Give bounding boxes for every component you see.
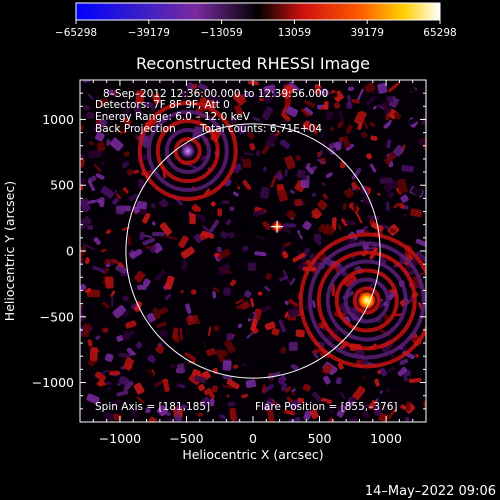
- colorbar-tick-label: 65298: [423, 27, 456, 39]
- y-tick-label: 1000: [42, 112, 74, 127]
- annotation-energy: Energy Range: 6.0 – 12.0 keV: [95, 111, 251, 123]
- colorbar-tick-label: 39179: [350, 27, 383, 39]
- y-tick-label: −1000: [32, 375, 74, 390]
- chart-title: Reconstructed RHESSI Image: [136, 54, 370, 73]
- y-tick-label: 0: [66, 244, 74, 259]
- emission-source: [178, 142, 197, 161]
- x-tick-label: 0: [249, 431, 257, 446]
- annotation-flare-position: Flare Position = [855,–376]: [255, 401, 398, 413]
- y-tick-label: −500: [40, 309, 74, 324]
- solar-limb: [125, 123, 381, 379]
- x-tick-label: −500: [169, 431, 203, 446]
- colorbar-tick-label: −65298: [55, 27, 97, 39]
- spin-axis-marker: [271, 220, 284, 233]
- x-tick-label: 500: [308, 431, 332, 446]
- annotation-spin-axis: Spin Axis = [181,185]: [95, 401, 210, 413]
- colorbar-tick-label: 13059: [278, 27, 311, 39]
- annotation-detectors: Detectors: 7F 8F 9F, Att 0: [95, 99, 230, 111]
- plot-area: −1000 −500 0 500 1000 −1000 −500 0 500 1000: [32, 79, 427, 446]
- x-tick-label: 1000: [370, 431, 402, 446]
- colorbar-tick-label: −39179: [128, 27, 170, 39]
- colorbar-tick-label: −13059: [201, 27, 243, 39]
- annotation-counts: Total counts: 6.71E+04: [199, 123, 322, 135]
- colorbar: −65298 −39179 −13059 13059 39179 65298: [55, 2, 457, 39]
- annotation-method: Back Projection: [95, 123, 176, 135]
- timestamp: 14–May–2022 09:06: [365, 484, 496, 499]
- y-axis-label: Heliocentric Y (arcsec): [2, 181, 17, 321]
- x-axis-label: Heliocentric X (arcsec): [182, 447, 323, 462]
- colorbar-gradient: [75, 2, 441, 21]
- annotation-time-range: 8–Sep–2012 12:36:00.000 to 12:39:56.000: [103, 88, 328, 100]
- y-tick-label: 500: [50, 178, 74, 193]
- x-tick-label: −1000: [99, 431, 141, 446]
